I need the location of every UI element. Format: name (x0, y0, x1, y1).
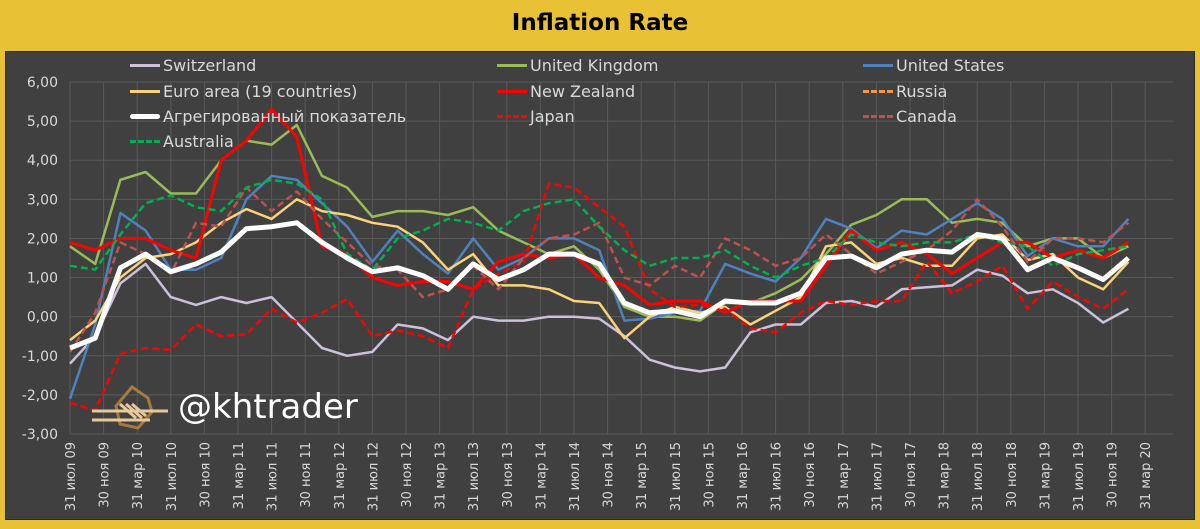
legend-item: Switzerland (130, 55, 256, 75)
y-tick-label: -2,00 (22, 388, 58, 404)
x-tick-label: 30 ноя 09 (98, 442, 113, 508)
series-line-euro-area-19-countries- (69, 198, 1130, 342)
x-tick-label: 30 ноя 14 (602, 442, 617, 508)
x-tick-label: 31 мар 19 (1038, 442, 1053, 509)
watermark-logo-icon (92, 384, 168, 430)
legend-label: Australia (163, 131, 234, 151)
legend-item: Агрегированный показатель (130, 106, 406, 126)
legend-label: New Zealand (530, 81, 636, 101)
legend-item: New Zealand (497, 81, 635, 101)
x-tick-label: 31 июл 12 (366, 442, 381, 511)
legend-swatch (497, 89, 527, 93)
series-line-japan (69, 182, 1130, 412)
y-tick-label: 2,00 (27, 231, 58, 247)
y-tick-label: -1,00 (22, 349, 58, 365)
legend-swatch (863, 63, 893, 67)
legend-label: Switzerland (163, 55, 257, 75)
x-tick-label: 30 ноя 11 (299, 442, 314, 508)
series-line-агрегированный-показатель (69, 220, 1131, 351)
x-tick-label: 31 мар 15 (635, 442, 650, 509)
legend-item: United Kingdom (497, 55, 658, 75)
legend-item: Russia (863, 81, 947, 101)
y-tick-label: -3,00 (22, 427, 58, 443)
x-tick-label: 30 ноя 12 (400, 442, 415, 508)
legend-label: Japan (530, 106, 575, 126)
x-tick-label: 31 мар 18 (938, 442, 953, 509)
x-tick-label: 31 июл 19 (1072, 442, 1087, 511)
chart-panel (5, 51, 1195, 520)
legend-swatch (863, 114, 893, 118)
x-tick-label: 30 ноя 10 (198, 442, 213, 508)
legend-label: United Kingdom (530, 55, 659, 75)
legend-swatch (130, 89, 160, 93)
y-tick-label: 5,00 (27, 114, 58, 130)
chart-title: Inflation Rate (511, 10, 689, 36)
legend-swatch (497, 63, 527, 67)
x-tick-label: 31 мар 20 (1139, 442, 1154, 509)
legend-item: United States (863, 55, 1004, 75)
x-tick-label: 30 ноя 18 (1005, 442, 1020, 508)
legend-label: Russia (896, 81, 948, 101)
x-tick-label: 31 мар 12 (333, 442, 348, 509)
x-tick-label: 30 ноя 19 (1106, 442, 1121, 508)
x-tick-label: 31 мар 13 (434, 442, 449, 509)
series-line-new-zealand (69, 107, 1130, 315)
legend-item: Australia (130, 131, 234, 151)
x-tick-label: 30 ноя 16 (803, 442, 818, 508)
legend-swatch (130, 113, 160, 119)
y-tick-label: 6,00 (27, 75, 58, 91)
y-tick-label: 4,00 (27, 153, 58, 169)
x-tick-label: 31 июл 14 (568, 442, 583, 511)
x-tick-label: 31 мар 14 (534, 442, 549, 509)
legend-label: United States (896, 55, 1005, 75)
legend-label: Canada (896, 106, 957, 126)
series-line-switzerland (69, 262, 1129, 373)
legend-swatch (863, 89, 893, 93)
x-tick-label: 30 ноя 15 (702, 442, 717, 508)
y-tick-label: 0,00 (27, 310, 58, 326)
x-tick-label: 31 мар 11 (232, 442, 247, 509)
x-tick-label: 31 июл 13 (467, 442, 482, 511)
legend-swatch (497, 114, 527, 118)
series-line-australia (69, 178, 1129, 279)
legend-swatch (130, 139, 160, 143)
watermark-text: @khtrader (178, 387, 358, 427)
series-line-united-states (68, 174, 1130, 400)
legend-item: Japan (497, 106, 575, 126)
legend-item: Euro area (19 countries) (130, 81, 357, 101)
y-tick-label: 1,00 (27, 271, 58, 287)
legend-label: Euro area (19 countries) (163, 81, 358, 101)
x-tick-label: 31 мар 16 (736, 442, 751, 509)
legend-label: Агрегированный показатель (163, 106, 407, 126)
x-tick-label: 31 июл 09 (64, 442, 79, 511)
legend-item: Canada (863, 106, 957, 126)
watermark: @khtrader (90, 384, 358, 430)
x-tick-label: 31 июл 16 (770, 442, 785, 511)
x-tick-label: 30 ноя 13 (501, 442, 516, 508)
legend-swatch (130, 63, 160, 67)
x-tick-label: 31 июл 15 (669, 442, 684, 511)
y-tick-label: 3,00 (27, 192, 58, 208)
x-tick-label: 31 мар 10 (131, 442, 146, 509)
x-tick-label: 31 июл 10 (165, 442, 180, 511)
x-tick-label: 31 мар 17 (837, 442, 852, 509)
x-tick-label: 30 ноя 17 (904, 442, 919, 508)
x-tick-label: 31 июл 17 (870, 442, 885, 511)
x-tick-label: 31 июл 18 (971, 442, 986, 511)
x-tick-label: 31 июл 11 (266, 442, 281, 511)
